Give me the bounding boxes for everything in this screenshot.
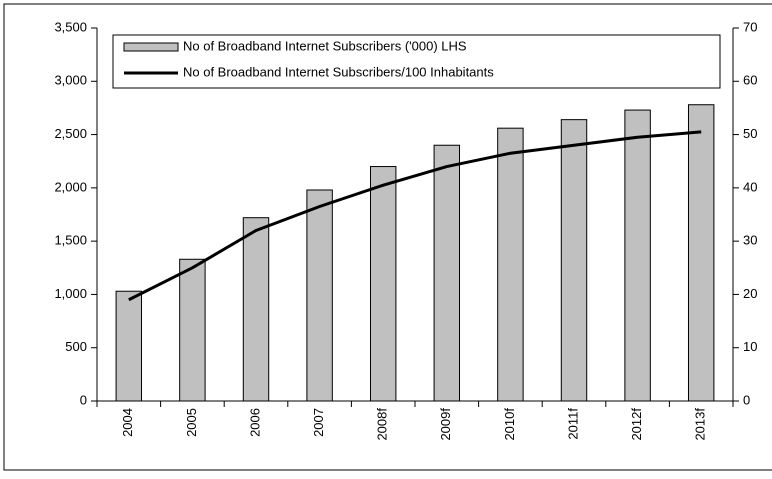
- x-tick-label: 2011f: [565, 408, 580, 440]
- bar: [433, 144, 461, 402]
- x-tick-label: 2006: [247, 408, 262, 437]
- x-tick-label: 2004: [120, 408, 135, 437]
- legend-label: No of Broadband Internet Subscribers/100…: [183, 64, 494, 79]
- bar: [369, 166, 397, 402]
- bar: [115, 290, 143, 402]
- x-tick-label: 2007: [311, 408, 326, 437]
- line: [128, 130, 702, 302]
- y2-tick-label: 60: [743, 73, 757, 88]
- y-tick-label: 3,000: [54, 73, 87, 88]
- y-tick-label: 1,000: [54, 286, 87, 301]
- bar: [242, 217, 270, 402]
- bar: [687, 104, 715, 402]
- y2-tick-label: 70: [743, 19, 757, 34]
- y-tick-label: 1,500: [54, 233, 87, 248]
- y2-tick-label: 10: [743, 339, 757, 354]
- y2-tick-label: 0: [743, 392, 750, 407]
- bar: [624, 109, 651, 402]
- legend-swatch: [123, 42, 179, 52]
- x-tick-label: 2013f: [693, 408, 708, 441]
- y-tick-label: 500: [65, 339, 87, 354]
- y-tick-label: 2,500: [54, 126, 87, 141]
- bar: [497, 127, 524, 402]
- legend-label: No of Broadband Internet Subscribers ('0…: [183, 38, 467, 53]
- y-tick-label: 0: [80, 392, 87, 407]
- bar: [179, 258, 206, 402]
- y2-tick-label: 40: [743, 179, 757, 194]
- y-tick-label: 3,500: [54, 19, 87, 34]
- x-tick-label: 2010f: [502, 408, 517, 441]
- x-tick-label: 2012f: [629, 408, 644, 441]
- frame: [3, 3, 772, 471]
- legend-box: [112, 34, 721, 89]
- y2-tick-label: 30: [743, 233, 757, 248]
- y2-tick-label: 20: [743, 286, 757, 301]
- y2-tick-label: 50: [743, 126, 757, 141]
- y-tick-label: 2,000: [54, 179, 87, 194]
- x-tick-label: 2008f: [375, 408, 390, 441]
- x-tick-label: 2009f: [438, 408, 453, 441]
- bar: [306, 189, 333, 402]
- x-tick-label: 2005: [184, 408, 199, 437]
- bar: [560, 119, 588, 402]
